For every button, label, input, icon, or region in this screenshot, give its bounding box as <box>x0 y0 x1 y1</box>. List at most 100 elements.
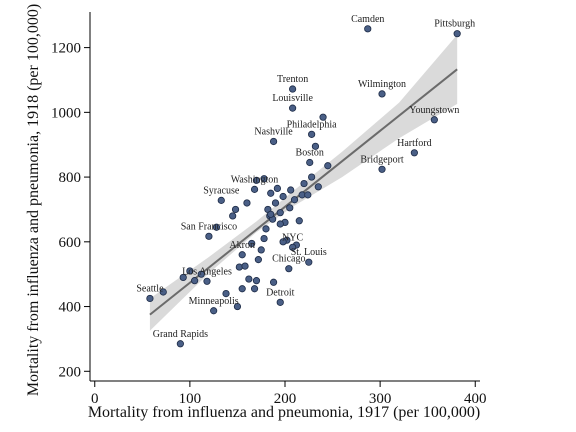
data-point <box>222 290 230 298</box>
point-label: Washington <box>231 174 279 185</box>
data-point <box>290 196 299 204</box>
point-label: Wilmington <box>358 79 406 90</box>
data-point <box>229 212 237 220</box>
data-point <box>238 285 246 293</box>
data-point <box>252 176 261 184</box>
x-tick-label: 400 <box>464 391 487 407</box>
data-point <box>248 239 256 248</box>
data-point <box>273 184 281 193</box>
data-point <box>203 277 211 285</box>
data-point <box>295 217 303 225</box>
data-point <box>191 277 199 285</box>
data-point <box>146 294 154 303</box>
data-point <box>286 204 294 212</box>
data-point <box>197 270 205 278</box>
data-point <box>269 278 278 286</box>
data-point <box>205 232 213 240</box>
y-tick-label: 200 <box>59 364 82 380</box>
data-point <box>267 189 275 197</box>
data-point <box>319 113 327 121</box>
data-point <box>159 288 167 296</box>
data-point <box>271 199 280 207</box>
y-tick-label: 1200 <box>51 41 81 57</box>
data-point <box>250 285 259 293</box>
data-point <box>250 185 259 193</box>
data-point <box>308 130 316 138</box>
x-tick-label: 100 <box>179 391 202 407</box>
data-point <box>241 262 249 270</box>
point-label: Akron <box>229 240 255 251</box>
point-label: Louisville <box>272 93 313 104</box>
point-label: Syracuse <box>203 185 240 196</box>
point-label: Bridgeport <box>360 154 404 165</box>
data-point <box>186 267 194 275</box>
data-point <box>260 234 268 243</box>
data-point <box>305 258 313 266</box>
y-tick-label: 400 <box>59 300 82 316</box>
data-point <box>453 30 461 38</box>
point-label: St. Louis <box>291 247 327 258</box>
data-point <box>304 191 312 199</box>
point-label: Youngstown <box>409 105 459 116</box>
data-point <box>262 225 270 233</box>
data-point <box>260 175 268 183</box>
data-point <box>285 265 293 273</box>
data-point <box>257 246 265 254</box>
data-point <box>378 90 386 98</box>
point-label: Hartford <box>397 138 431 149</box>
data-point <box>300 179 308 188</box>
point-label: Pittsburgh <box>434 19 475 30</box>
point-label: Grand Rapids <box>153 329 208 340</box>
data-point <box>314 183 322 191</box>
data-point <box>179 273 187 282</box>
data-point <box>210 307 218 315</box>
y-axis-title: Mortality from influenza and pneumonia, … <box>25 4 42 396</box>
x-tick-label: 300 <box>369 391 392 407</box>
data-point <box>212 223 221 231</box>
data-point <box>430 116 438 124</box>
data-point <box>217 196 225 204</box>
y-tick-label: 600 <box>59 235 82 251</box>
x-tick-label: 0 <box>91 391 99 407</box>
point-label: Seattle <box>136 283 164 294</box>
data-point <box>231 205 240 214</box>
data-point <box>311 142 320 150</box>
data-point <box>254 256 262 264</box>
point-label: Philadelphia <box>287 119 338 130</box>
x-tick-label: 200 <box>274 391 297 407</box>
data-point <box>252 277 261 285</box>
data-point <box>279 192 287 201</box>
data-point <box>276 220 284 228</box>
x-axis-title: Mortality from influenza and pneumonia, … <box>88 404 480 421</box>
data-point <box>235 263 243 271</box>
data-point <box>176 340 184 348</box>
data-point <box>245 275 253 283</box>
data-point <box>267 210 275 218</box>
data-point <box>287 186 295 194</box>
point-label: Minneapolis <box>189 296 239 307</box>
points-layer <box>146 25 461 348</box>
data-point <box>308 173 316 181</box>
point-label: Trenton <box>277 74 308 85</box>
data-point <box>289 104 297 112</box>
data-point <box>289 85 297 93</box>
point-label: NYC <box>282 232 303 243</box>
point-label: Detroit <box>266 287 295 298</box>
data-point <box>276 209 284 217</box>
data-point <box>289 243 297 251</box>
data-point <box>364 25 372 33</box>
point-label: Chicago <box>272 254 305 265</box>
data-point <box>269 137 278 146</box>
data-point <box>410 149 418 157</box>
point-label: Camden <box>351 14 384 25</box>
data-point <box>324 162 332 170</box>
data-point <box>243 199 251 207</box>
data-point <box>238 251 246 259</box>
axes-layer: 0 100 200 300 400 200 400 600 800 1000 1200 <box>51 12 486 407</box>
data-point <box>306 158 314 167</box>
data-point <box>279 238 287 246</box>
point-label: Nashville <box>254 126 293 137</box>
data-point <box>276 298 284 306</box>
